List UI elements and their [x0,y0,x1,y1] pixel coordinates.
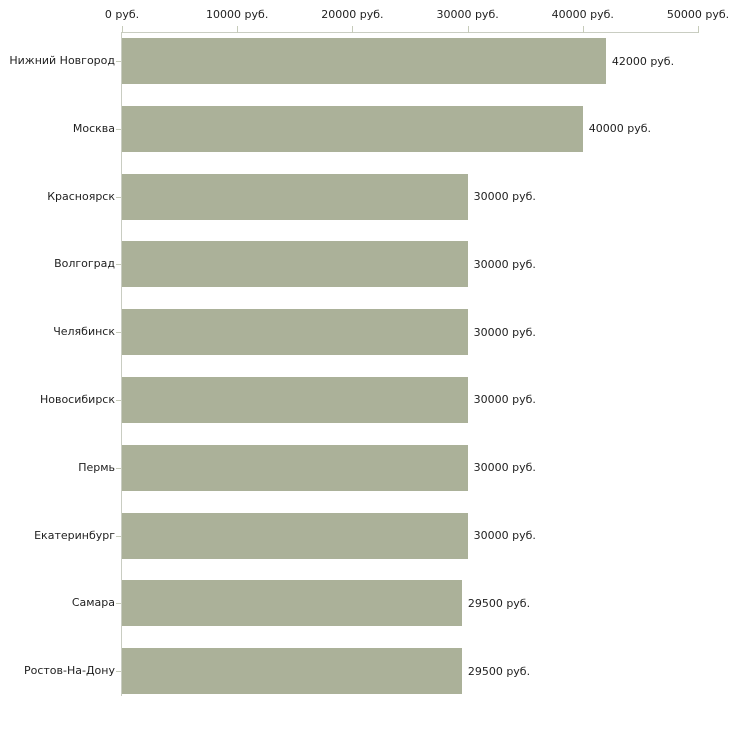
chart-row: Новосибирск 30000 руб. [40,376,698,445]
y-axis-tick [116,535,121,537]
bar [122,173,468,220]
y-axis-tick [116,399,121,401]
bar [122,105,583,152]
x-axis-tick [582,26,584,33]
y-axis-tick [116,603,121,605]
y-axis-tick [116,128,121,130]
bar [122,580,462,627]
value-label: 29500 руб. [467,596,531,610]
bar [122,512,468,559]
x-axis-tick-label: 20000 руб. [321,8,384,21]
chart-row: Красноярск 30000 руб. [47,173,698,242]
chart-row: Пермь 30000 руб. [78,444,698,513]
chart-row: Москва 40000 руб. [73,105,698,174]
y-axis-tick [116,671,121,673]
category-label: Челябинск [53,325,115,339]
y-axis-tick [116,332,121,334]
category-label: Самара [71,596,115,610]
chart-row: Челябинск 30000 руб. [53,309,698,377]
value-label: 30000 руб. [473,190,536,204]
category-label: Новосибирск [39,392,115,406]
category-label: Ростов-На-Дону [23,664,115,678]
bar [122,376,468,423]
chart-row: Нижний Новгород 42000 руб. [9,38,698,106]
x-axis-tick [352,26,354,33]
category-label: Пермь [78,460,115,474]
bar [122,241,468,288]
bar [122,309,468,356]
x-axis-tick-label: 0 руб. [104,8,140,21]
value-label: 30000 руб. [473,325,536,339]
chart-row: Самара 29500 руб. [72,580,698,648]
x-axis-tick-label: 30000 руб. [436,8,499,21]
y-axis-tick [116,196,121,198]
value-label: 29500 руб. [467,664,531,678]
x-axis-tick-label: 10000 руб. [206,8,269,21]
chart-row: Ростов-На-Дону 29500 руб. [24,648,698,716]
value-label: 42000 руб. [611,54,675,68]
plot-rows: Нижний Новгород 42000 руб. Москва 40000 руб… [9,33,698,716]
x-axis-tick [122,26,123,33]
value-label: 30000 руб. [473,529,536,543]
category-label: Красноярск [47,189,115,203]
value-label: 40000 руб. [588,122,652,136]
category-label: Волгоград [54,257,115,271]
category-label: Нижний Новгород [9,54,115,67]
chart-row: Волгоград 30000 руб. [54,241,698,309]
value-label: 30000 руб. [473,461,536,475]
value-label: 30000 руб. [473,393,536,407]
x-axis-tick-label: 40000 руб. [551,8,614,21]
x-axis-tick [698,26,699,33]
y-axis-tick [116,264,121,266]
x-axis-tick [467,26,469,33]
x-axis-tick-label: 50000 руб. [666,8,730,21]
bar [122,444,468,491]
y-axis-tick [116,467,121,469]
category-label: Екатеринбург [34,528,115,542]
bar [122,38,606,84]
bar [122,648,462,695]
y-axis-tick [116,61,121,62]
plot-area: 0 руб. 10000 руб. 20000 руб. 30000 руб. 4000… [9,8,729,696]
x-axis-tick [237,26,239,33]
value-label: 30000 руб. [473,257,536,271]
chart-row: Екатеринбург 30000 руб. [34,512,698,581]
category-label: Москва [72,121,115,135]
